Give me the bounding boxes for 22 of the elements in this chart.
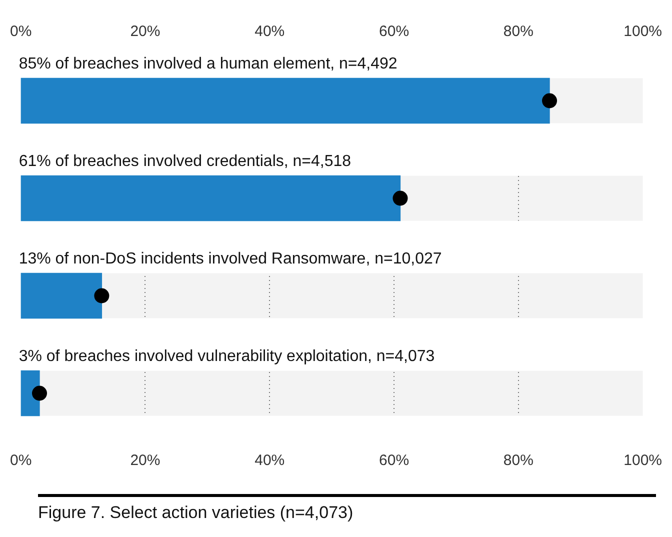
x2-tick-label: 40% bbox=[254, 452, 285, 470]
x-tick-label: 80% bbox=[503, 23, 534, 40]
text: Figure 7. Select action varieties (n=4,073) bbox=[38, 494, 656, 523]
point bbox=[94, 288, 110, 304]
y-tick-label: 61% of breaches involved credentials, n=4,518 bbox=[18, 153, 352, 170]
y-tick-label: 85% of breaches involved a human element, n=4,492 bbox=[18, 56, 398, 73]
x-tick-label: 0% bbox=[10, 23, 32, 40]
x2-tick-label: 60% bbox=[379, 452, 410, 470]
x2-tick-label: 0% bbox=[10, 452, 32, 470]
x2-tick-label: 80% bbox=[503, 452, 534, 470]
point bbox=[392, 190, 408, 206]
point bbox=[32, 386, 47, 401]
y-tick-label: 13% of non-DoS incidents involved Ransomware, n=10,027 bbox=[18, 250, 442, 268]
x-tick-label: 40% bbox=[254, 23, 285, 40]
x-tick-label: 60% bbox=[379, 23, 410, 40]
x-tick-label: 20% bbox=[130, 23, 160, 40]
x2-tick-label: 20% bbox=[130, 452, 160, 470]
y-tick-label: 3% of breaches involved vulnerability exploitation, n=4,073 bbox=[18, 348, 435, 366]
x2-tick-label: 100% bbox=[624, 452, 662, 470]
x-tick-label: 100% bbox=[624, 23, 662, 40]
bar bbox=[20, 272, 102, 319]
point bbox=[542, 93, 558, 108]
